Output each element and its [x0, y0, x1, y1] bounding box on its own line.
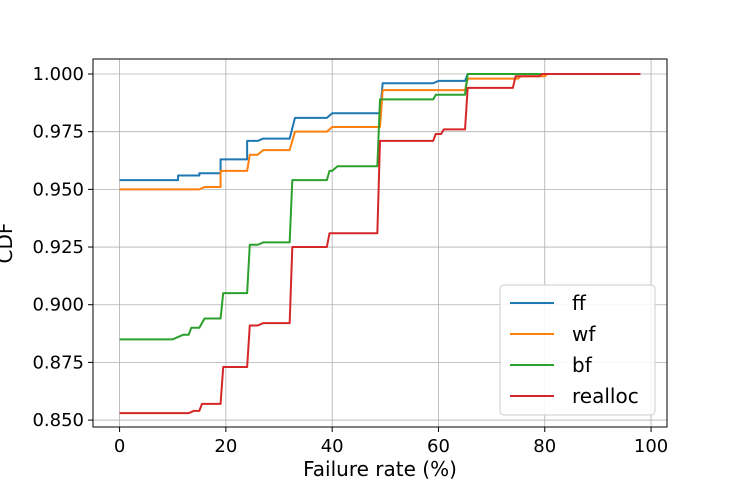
x-tick-label: 80: [533, 436, 556, 457]
y-axis-label: CDF: [0, 223, 17, 264]
legend: ff wf bf realloc: [499, 284, 656, 416]
legend-box: [499, 284, 656, 416]
legend-label-ff: ff: [572, 291, 587, 315]
series-line-bf: [119, 73, 641, 341]
x-tick-label: 60: [427, 436, 450, 457]
legend-label-bf: bf: [572, 353, 593, 377]
series-line-ff: [119, 73, 641, 182]
x-tick-label: 20: [214, 436, 237, 457]
series-layer: [119, 73, 641, 415]
x-tick-label: 100: [634, 436, 668, 457]
y-tick-label: 1.000: [32, 64, 84, 85]
y-tick-label: 0.900: [32, 295, 84, 316]
series-line-wf: [119, 73, 641, 191]
x-tick-label: 40: [321, 436, 344, 457]
legend-label-realloc: realloc: [572, 384, 639, 408]
y-tick-label: 0.950: [32, 179, 84, 200]
y-tick-label: 0.850: [32, 410, 84, 431]
y-tick-label: 0.975: [32, 122, 84, 143]
x-tick-label: 0: [114, 436, 125, 457]
plot-frame: [92, 58, 668, 428]
legend-label-wf: wf: [572, 322, 596, 346]
x-axis-label: Failure rate (%): [303, 457, 457, 480]
y-tick-label: 0.925: [32, 237, 84, 258]
series-line-realloc: [119, 73, 641, 415]
ticks: 0 20 40 60 80 100 0.850 0.875 0.900 0.925 0.950 0.9…: [32, 64, 668, 457]
y-tick-label: 0.875: [32, 352, 84, 373]
